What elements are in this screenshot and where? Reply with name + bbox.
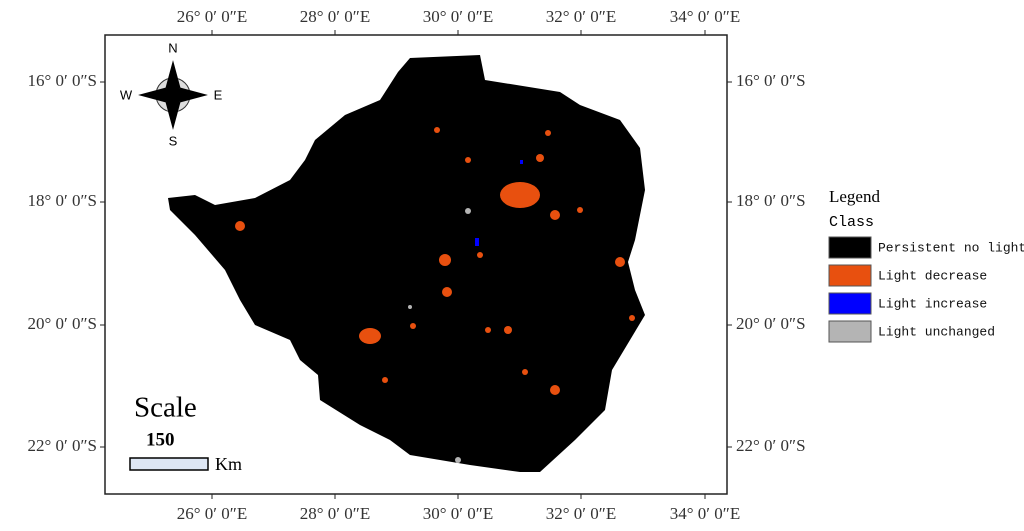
unchanged-patches <box>408 208 471 463</box>
lat-label: 20° 0′ 0″S <box>27 314 97 333</box>
lat-label: 16° 0′ 0″S <box>27 71 97 90</box>
compass-label: N <box>168 40 177 55</box>
country-shape <box>168 55 645 472</box>
scale-value: 150 <box>146 429 175 450</box>
legend-swatch <box>828 292 872 315</box>
compass-label: S <box>169 133 178 148</box>
lon-label: 28° 0′ 0″E <box>300 7 370 26</box>
lon-label: 34° 0′ 0″E <box>670 7 740 26</box>
light-patches <box>235 127 635 395</box>
lat-label: 22° 0′ 0″S <box>27 436 97 455</box>
legend-label: Persistent no light <box>878 240 1024 255</box>
lon-label: 32° 0′ 0″E <box>546 7 616 26</box>
lon-label: 26° 0′ 0″E <box>177 504 247 523</box>
legend-label: Light decrease <box>878 268 987 283</box>
compass-label: E <box>214 87 223 102</box>
legend-title: Legend <box>829 187 880 206</box>
compass-label: W <box>120 87 133 102</box>
lon-label: 30° 0′ 0″E <box>423 504 493 523</box>
legend-label: Light unchanged <box>878 324 995 339</box>
increase-patches <box>475 160 523 246</box>
lon-label: 34° 0′ 0″E <box>670 504 740 523</box>
lon-label: 30° 0′ 0″E <box>423 7 493 26</box>
legend-swatch <box>828 236 872 259</box>
lat-label: 16° 0′ 0″S <box>736 71 806 90</box>
lat-label: 20° 0′ 0″S <box>736 314 806 333</box>
legend-swatch <box>828 320 872 343</box>
legend-swatch <box>828 264 872 287</box>
scale-bar <box>129 457 209 471</box>
scale-title: Scale <box>134 392 197 424</box>
lat-label: 18° 0′ 0″S <box>736 191 806 210</box>
lat-label: 22° 0′ 0″S <box>736 436 806 455</box>
lat-label: 18° 0′ 0″S <box>27 191 97 210</box>
north-arrow: N S W E <box>120 40 223 148</box>
lon-label: 32° 0′ 0″E <box>546 504 616 523</box>
lon-label: 28° 0′ 0″E <box>300 504 370 523</box>
legend-label: Light increase <box>878 296 987 311</box>
legend-subtitle: Class <box>829 214 874 231</box>
lon-label: 26° 0′ 0″E <box>177 7 247 26</box>
scale-unit: Km <box>215 454 242 474</box>
